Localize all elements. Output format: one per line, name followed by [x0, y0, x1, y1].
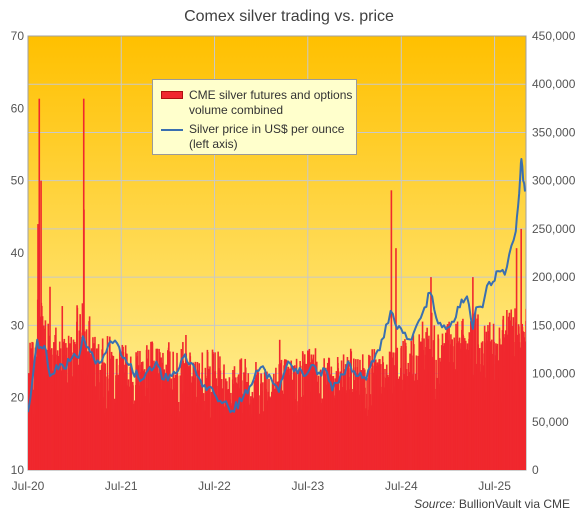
left-tick-label: 40 [11, 246, 25, 260]
volume-bar [257, 372, 260, 470]
price-line-group [28, 158, 526, 414]
right-tick-label: 200,000 [532, 270, 576, 284]
volume-bar [515, 248, 518, 470]
x-tick-label: Jul-21 [105, 479, 138, 493]
chart-title: Comex silver trading vs. price [184, 8, 394, 25]
volume-bar [182, 360, 184, 470]
volume-bar [218, 368, 220, 470]
volume-bar [525, 308, 526, 470]
volume-bar [30, 348, 32, 470]
legend: CME silver futures and options volume co… [152, 79, 357, 155]
legend-swatch-line [161, 129, 183, 131]
legend-label-price: Silver price in US$ per ounce (left axis… [189, 122, 345, 151]
legend-label-volume: CME silver futures and options volume co… [189, 88, 353, 117]
volume-bar [326, 362, 329, 470]
left-tick-label: 50 [11, 174, 25, 188]
left-tick-label: 20 [11, 391, 25, 405]
volume-bar [480, 342, 483, 470]
right-tick-label: 350,000 [532, 125, 576, 139]
right-tick-label: 250,000 [532, 222, 576, 236]
volume-bar [124, 345, 127, 470]
legend-item-volume: CME silver futures and options volume co… [161, 88, 352, 118]
source-text: BullionVault via CME [458, 497, 570, 511]
left-axis-ticks: 10 20 30 40 50 60 70 [11, 29, 25, 477]
volume-bar [498, 338, 501, 470]
volume-bar [285, 360, 288, 470]
price-line [28, 158, 526, 414]
volume-bar [168, 342, 170, 470]
source-label: Source: [414, 497, 456, 511]
volume-bar [160, 357, 162, 470]
right-tick-label: 50,000 [532, 415, 569, 429]
left-tick-label: 70 [11, 29, 25, 43]
right-tick-label: 0 [532, 463, 539, 477]
right-tick-label: 300,000 [532, 174, 576, 188]
volume-bar [413, 344, 415, 470]
volume-bars [28, 98, 526, 470]
volume-bar [400, 345, 403, 470]
right-tick-label: 400,000 [532, 77, 576, 91]
right-tick-label: 450,000 [532, 29, 576, 43]
right-tick-label: 100,000 [532, 367, 576, 381]
right-axis-ticks: 0 50,000 100,000 150,000 200,000 250,000 300,0… [532, 29, 576, 477]
volume-bar [209, 366, 211, 470]
left-tick-label: 30 [11, 318, 25, 332]
x-tick-label: Jul-23 [291, 479, 324, 493]
left-tick-label: 10 [11, 463, 25, 477]
volume-bar [472, 277, 474, 470]
volume-bar [32, 342, 34, 470]
legend-item-price: Silver price in US$ per ounce (left axis… [161, 122, 344, 152]
volume-bar [390, 190, 393, 470]
x-tick-label: Jul-25 [478, 479, 511, 493]
right-tick-label: 150,000 [532, 318, 576, 332]
x-tick-label: Jul-24 [385, 479, 418, 493]
legend-swatch-bar [161, 91, 183, 99]
volume-bar [395, 248, 397, 470]
volume-bar [101, 338, 104, 470]
x-tick-label: Jul-22 [198, 479, 231, 493]
source-credit: Source: BullionVault via CME [414, 497, 570, 511]
x-axis-ticks: Jul-20 Jul-21 Jul-22 Jul-23 Jul-24 Jul-25 [12, 479, 512, 493]
volume-bar [38, 98, 41, 470]
left-tick-label: 60 [11, 101, 25, 115]
x-tick-label: Jul-20 [12, 479, 45, 493]
